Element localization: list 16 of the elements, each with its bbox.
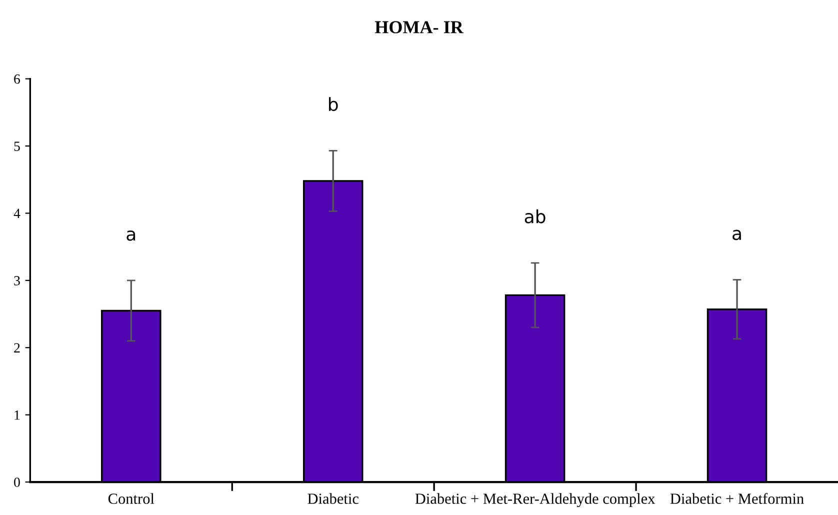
x-tick-label: Diabetic + Met-Rer-Aldehyde complex (415, 493, 656, 508)
y-tick-label: 4 (14, 208, 20, 218)
annotation: a (126, 230, 136, 241)
y-tick-label: 2 (14, 343, 20, 352)
y-tick-label: 3 (14, 276, 20, 286)
annotation: b (329, 97, 338, 112)
y-tick-label: 6 (14, 74, 20, 84)
y-tick-label: 5 (14, 142, 20, 151)
y-tick-label: 1 (14, 410, 20, 420)
x-tick-label: Control (108, 493, 154, 504)
y-tick-label: 0 (14, 478, 20, 487)
chart-title: HOMA- IR (374, 21, 464, 34)
annotation: a (732, 230, 741, 240)
annotation: ab (524, 209, 546, 224)
x-tick-label: Diabetic (308, 493, 359, 504)
x-tick-label: Diabetic + Metformin (670, 492, 804, 504)
